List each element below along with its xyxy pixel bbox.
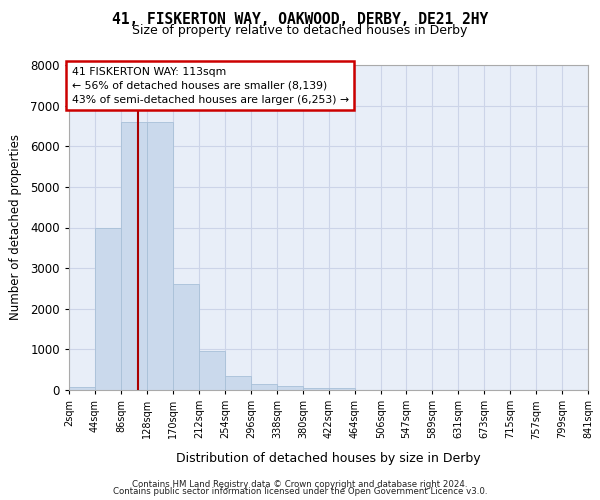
Y-axis label: Number of detached properties: Number of detached properties [9, 134, 22, 320]
Bar [329, 388, 355, 390]
Text: Contains HM Land Registry data © Crown copyright and database right 2024.: Contains HM Land Registry data © Crown c… [132, 480, 468, 489]
Bar [69, 387, 95, 390]
Text: 41 FISKERTON WAY: 113sqm
← 56% of detached houses are smaller (8,139)
43% of sem: 41 FISKERTON WAY: 113sqm ← 56% of detach… [71, 66, 349, 104]
Bar [251, 384, 277, 390]
Bar [199, 352, 224, 390]
Text: 41, FISKERTON WAY, OAKWOOD, DERBY, DE21 2HY: 41, FISKERTON WAY, OAKWOOD, DERBY, DE21 … [112, 12, 488, 28]
Text: Contains public sector information licensed under the Open Government Licence v3: Contains public sector information licen… [113, 487, 487, 496]
Bar [95, 228, 121, 390]
Text: Size of property relative to detached houses in Derby: Size of property relative to detached ho… [133, 24, 467, 37]
X-axis label: Distribution of detached houses by size in Derby: Distribution of detached houses by size … [176, 452, 481, 466]
Bar [277, 386, 302, 390]
Bar [147, 122, 173, 390]
Bar [303, 388, 329, 390]
Bar [225, 376, 251, 390]
Bar [121, 122, 146, 390]
Bar [173, 284, 199, 390]
